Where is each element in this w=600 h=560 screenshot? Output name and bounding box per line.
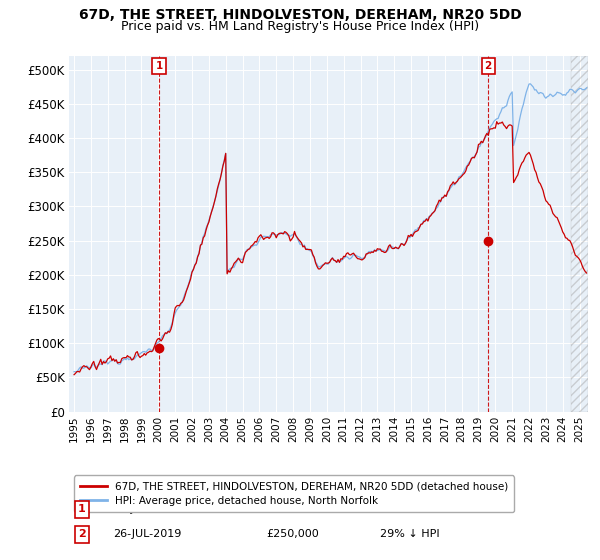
Text: 2: 2 [485,61,492,71]
Text: £250,000: £250,000 [266,529,319,539]
Text: 10-JAN-2000: 10-JAN-2000 [113,505,183,515]
Text: 3% ↓ HPI: 3% ↓ HPI [380,505,433,515]
Text: 26-JUL-2019: 26-JUL-2019 [113,529,181,539]
Text: 1: 1 [78,505,86,515]
Text: 29% ↓ HPI: 29% ↓ HPI [380,529,440,539]
Text: Price paid vs. HM Land Registry's House Price Index (HPI): Price paid vs. HM Land Registry's House … [121,20,479,32]
Text: 2: 2 [78,529,86,539]
Text: 67D, THE STREET, HINDOLVESTON, DEREHAM, NR20 5DD: 67D, THE STREET, HINDOLVESTON, DEREHAM, … [79,8,521,22]
Text: £92,500: £92,500 [266,505,312,515]
Text: 1: 1 [155,61,163,71]
Legend: 67D, THE STREET, HINDOLVESTON, DEREHAM, NR20 5DD (detached house), HPI: Average : 67D, THE STREET, HINDOLVESTON, DEREHAM, … [74,475,514,512]
